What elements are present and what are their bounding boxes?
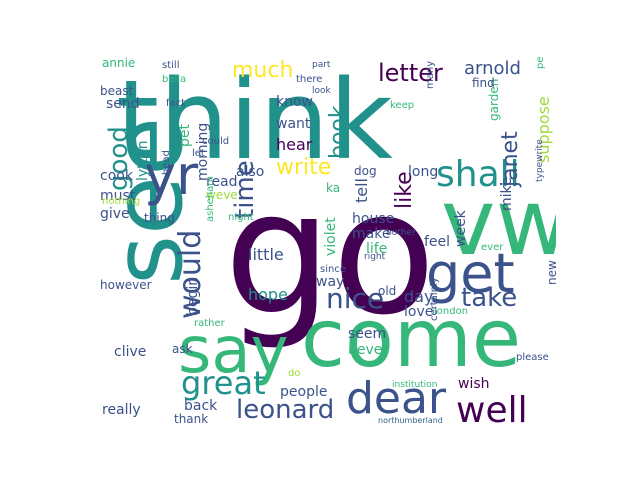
word-could: could xyxy=(202,136,230,147)
word-letter: letter xyxy=(378,59,443,87)
word-really: really xyxy=(102,402,141,418)
word-give: give xyxy=(100,206,130,222)
word-yr: yr xyxy=(144,144,199,207)
word-perhaps: perhaps xyxy=(535,57,546,69)
word-arnold: arnold xyxy=(464,58,521,79)
word-bother: bother xyxy=(386,228,416,238)
word-part: part xyxy=(312,60,331,70)
word-people: people xyxy=(280,384,328,400)
word-take: take xyxy=(461,283,518,313)
word-come: come xyxy=(301,292,522,385)
word-also: also xyxy=(236,164,265,180)
word-say: say xyxy=(178,314,289,388)
word-fact: fact xyxy=(166,98,186,109)
word-shall: shall xyxy=(436,154,520,195)
word-pet: pet xyxy=(177,124,193,147)
word-long: long xyxy=(408,164,439,180)
word-look: look xyxy=(312,86,331,96)
word-book: book xyxy=(326,105,351,159)
word-life: life xyxy=(366,241,388,257)
word-cook: cook xyxy=(100,168,133,184)
word-violet: violet xyxy=(323,217,339,256)
word-do: do xyxy=(288,368,301,379)
word-cloud: think go see come say vw get dear well yr shall wou… xyxy=(96,57,556,427)
word-little: little xyxy=(248,245,284,264)
word-leonard: leonard xyxy=(236,395,335,425)
word-read: read xyxy=(206,174,238,190)
word-keep: keep xyxy=(390,100,415,111)
word-thing: thing xyxy=(144,211,175,225)
word-want: want xyxy=(276,116,311,132)
word-well: well xyxy=(456,390,528,428)
word-house: house xyxy=(352,211,395,227)
word-back: back xyxy=(184,398,218,414)
word-wish: wish xyxy=(458,376,490,392)
word-clive: clive xyxy=(114,344,147,360)
word-please: please xyxy=(516,352,549,363)
word-hear: hear xyxy=(276,135,313,154)
word-go: go xyxy=(224,155,436,353)
word-let: let xyxy=(192,148,205,159)
word-night: night xyxy=(228,212,254,223)
word-ever: ever xyxy=(481,242,504,253)
word-send: send xyxy=(106,96,140,112)
word-tell: tell xyxy=(352,177,371,203)
word-way: way xyxy=(316,274,345,290)
word-nothing: nothing xyxy=(102,196,141,207)
word-certainly: certainly xyxy=(429,277,440,321)
word-new: new xyxy=(545,260,556,285)
word-dog: dog xyxy=(354,164,377,178)
word-seem: seem xyxy=(348,326,387,342)
word-bella: bella xyxy=(162,74,187,85)
word-know: know xyxy=(276,94,313,110)
word-there: there xyxy=(296,74,323,85)
word-many: many xyxy=(425,60,436,89)
word-weve: weve xyxy=(206,188,238,202)
word-thank: thank xyxy=(174,412,209,426)
word-dear: dear xyxy=(346,373,447,424)
word-lytton: lytton xyxy=(135,140,151,181)
word-london: london xyxy=(434,306,469,317)
word-week: week xyxy=(453,210,469,247)
word-vw: vw xyxy=(441,169,556,276)
word-feel: feel xyxy=(424,234,451,250)
word-beast: beast xyxy=(100,84,134,98)
word-great: great xyxy=(181,364,266,402)
word-much: much xyxy=(232,58,294,83)
word-never: never xyxy=(348,342,389,358)
word-ask: ask xyxy=(172,342,193,356)
word-typewrite: typewrite xyxy=(535,139,545,182)
word-still: still xyxy=(162,60,180,71)
word-institution: institution xyxy=(392,380,438,390)
word-get: get xyxy=(426,242,515,305)
word-nice: nice xyxy=(326,282,385,315)
word-since: since xyxy=(320,264,346,275)
word-old: old xyxy=(378,284,397,298)
word-day: day xyxy=(404,287,434,306)
word-asheham: asheham xyxy=(205,175,216,222)
word-hope: hope xyxy=(248,285,288,304)
word-write: write xyxy=(276,155,332,180)
word-mike: mike xyxy=(499,177,515,211)
word-think: think xyxy=(116,57,393,184)
word-annie: annie xyxy=(102,57,136,70)
word-head: head xyxy=(161,150,172,175)
word-however: however xyxy=(100,278,152,292)
word-ka: ka xyxy=(326,181,341,195)
word-make: make xyxy=(352,226,391,242)
word-love: love xyxy=(404,304,434,320)
word-right: right xyxy=(364,252,386,262)
word-find: find xyxy=(472,76,495,90)
word-must: must xyxy=(100,188,136,204)
word-northumberland: northumberland xyxy=(378,416,443,425)
word-begin: begin xyxy=(185,276,201,316)
word-rather: rather xyxy=(194,318,225,329)
